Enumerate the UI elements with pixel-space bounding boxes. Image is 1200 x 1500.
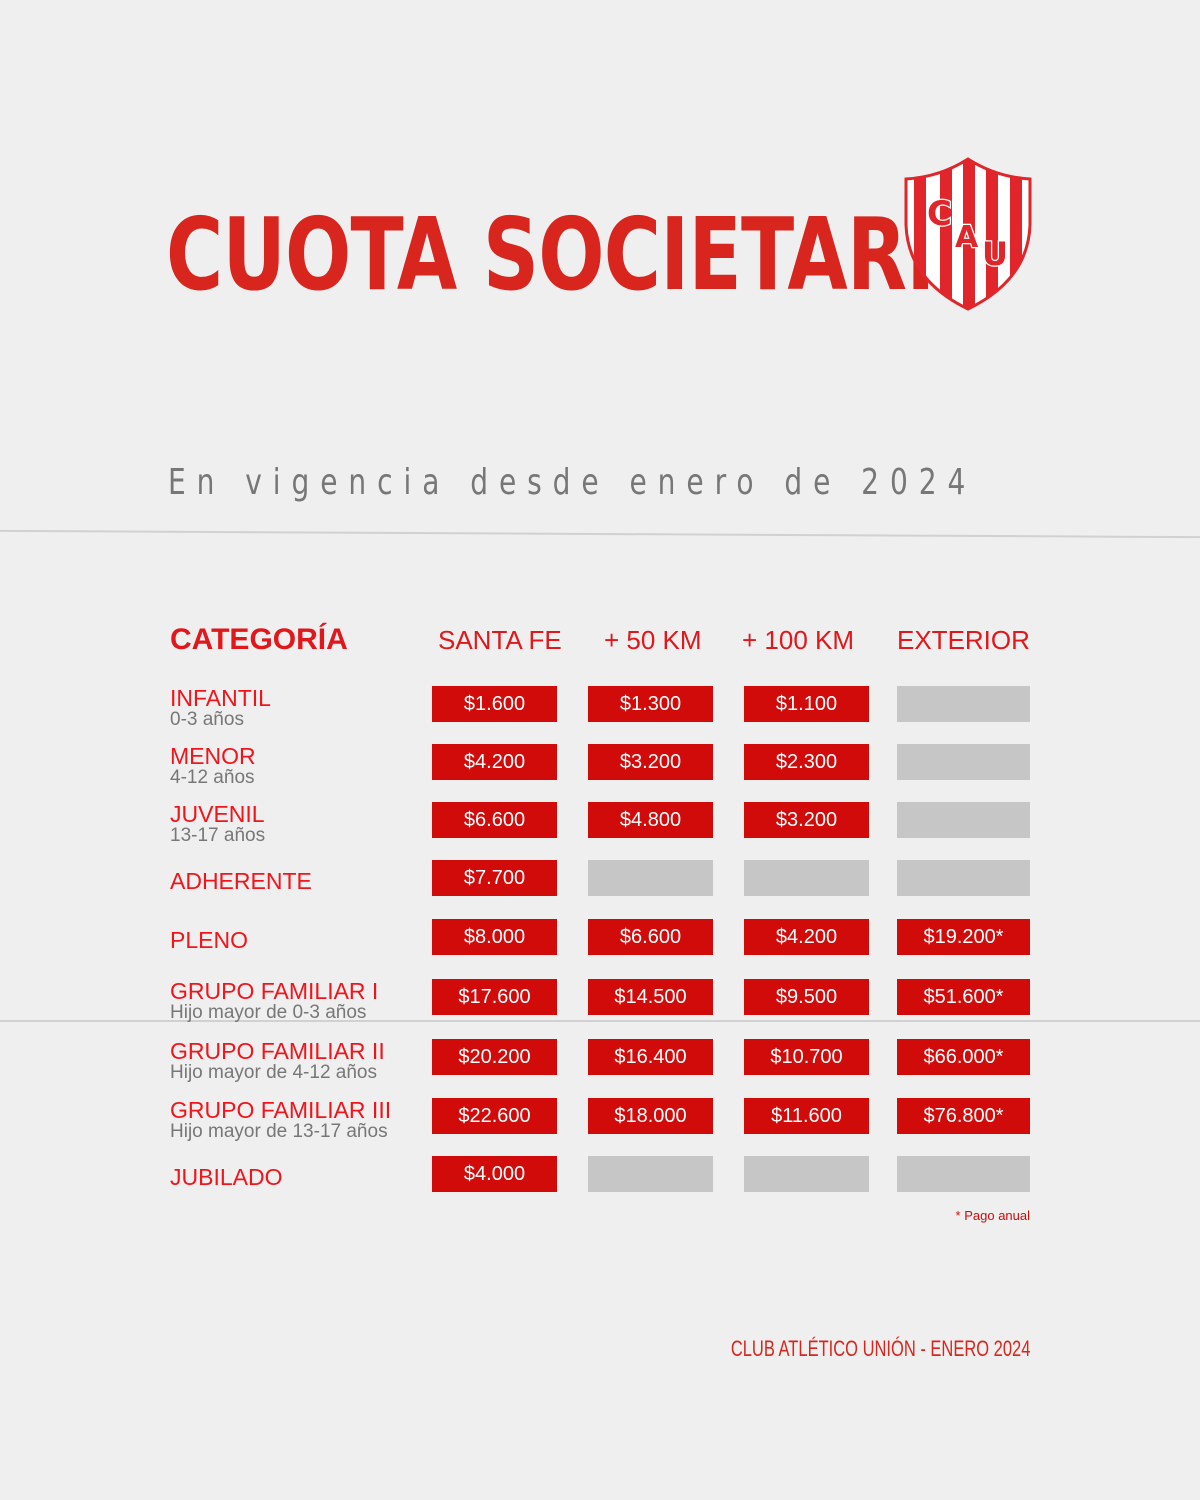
header-category: CATEGORÍA: [170, 623, 348, 656]
category-description: Hijo mayor de 4-12 años: [170, 1062, 377, 1083]
table-row: MENOR 4-12 años $4.200 $3.200 $2.300: [0, 744, 1200, 802]
price-cell: $2.300: [744, 744, 869, 780]
price-cell: $19.200*: [897, 919, 1030, 955]
footer-credit: CLUB ATLÉTICO UNIÓN - ENERO 2024: [730, 1336, 1030, 1361]
price-cell: $10.700: [744, 1039, 869, 1075]
price-cell: $76.800*: [897, 1098, 1030, 1134]
page-title: CUOTA SOCIETARIA: [166, 196, 995, 313]
paper-crease: [0, 529, 1200, 539]
subtitle: En vigencia desde enero de 2024: [168, 462, 977, 503]
svg-text:U: U: [982, 235, 1008, 273]
table-row: JUVENIL 13-17 años $6.600 $4.800 $3.200: [0, 802, 1200, 860]
empty-price-cell: [588, 860, 713, 896]
category-name: PLENO: [170, 927, 248, 953]
header-100km: + 100 KM: [742, 625, 855, 655]
price-cell: $17.600: [432, 979, 557, 1015]
table-row: GRUPO FAMILIAR III Hijo mayor de 13-17 añ…: [0, 1098, 1200, 1156]
price-cell: $3.200: [588, 744, 713, 780]
category-label: GRUPO FAMILIAR III Hijo mayor de 13-17 añ…: [170, 1098, 391, 1142]
category-label: PLENO: [170, 928, 248, 952]
category-name: MENOR: [170, 743, 256, 769]
empty-price-cell: [897, 686, 1030, 722]
table-row: INFANTIL 0-3 años $1.600 $1.300 $1.100: [0, 686, 1200, 744]
price-cell: $51.600*: [897, 979, 1030, 1015]
category-name: ADHERENTE: [170, 868, 312, 894]
category-label: GRUPO FAMILIAR II Hijo mayor de 4-12 años: [170, 1039, 385, 1083]
price-cell: $6.600: [432, 802, 557, 838]
price-cell: $4.200: [744, 919, 869, 955]
header-santa-fe: SANTA FE: [438, 625, 562, 655]
price-cell: $7.700: [432, 860, 557, 896]
price-cell: $3.200: [744, 802, 869, 838]
category-description: 4-12 años: [170, 767, 255, 788]
price-cell: $4.000: [432, 1156, 557, 1192]
empty-price-cell: [744, 860, 869, 896]
category-label: JUVENIL 13-17 años: [170, 802, 265, 846]
price-cell: $1.300: [588, 686, 713, 722]
price-cell: $66.000*: [897, 1039, 1030, 1075]
category-name: GRUPO FAMILIAR I: [170, 978, 379, 1004]
category-label: ADHERENTE: [170, 869, 312, 893]
price-cell: $16.400: [588, 1039, 713, 1075]
empty-price-cell: [897, 802, 1030, 838]
empty-price-cell: [744, 1156, 869, 1192]
price-cell: $4.800: [588, 802, 713, 838]
price-cell: $14.500: [588, 979, 713, 1015]
price-cell: $20.200: [432, 1039, 557, 1075]
table-row: GRUPO FAMILIAR II Hijo mayor de 4-12 años…: [0, 1039, 1200, 1097]
category-description: Hijo mayor de 13-17 años: [170, 1121, 388, 1142]
category-name: GRUPO FAMILIAR II: [170, 1038, 385, 1064]
paper-crease: [0, 1020, 1200, 1022]
empty-price-cell: [897, 744, 1030, 780]
category-name: GRUPO FAMILIAR III: [170, 1097, 392, 1123]
category-name: INFANTIL: [170, 685, 271, 711]
table-row: ADHERENTE $7.700: [0, 860, 1200, 918]
empty-price-cell: [897, 860, 1030, 896]
price-cell: $18.000: [588, 1098, 713, 1134]
price-cell: $1.600: [432, 686, 557, 722]
table-row: GRUPO FAMILIAR I Hijo mayor de 0-3 años $1…: [0, 979, 1200, 1037]
header-exterior: EXTERIOR: [897, 625, 1030, 655]
category-description: Hijo mayor de 0-3 años: [170, 1002, 367, 1023]
price-cell: $8.000: [432, 919, 557, 955]
club-crest-logo: C A U: [904, 157, 1032, 311]
table-row: JUBILADO $4.000: [0, 1156, 1200, 1214]
table-row: PLENO $8.000 $6.600 $4.200 $19.200*: [0, 919, 1200, 977]
price-cell: $4.200: [432, 744, 557, 780]
price-cell: $11.600: [744, 1098, 869, 1134]
price-cell: $6.600: [588, 919, 713, 955]
category-label: GRUPO FAMILIAR I Hijo mayor de 0-3 años: [170, 979, 378, 1023]
category-name: JUBILADO: [170, 1164, 283, 1190]
category-description: 0-3 años: [170, 709, 244, 730]
svg-text:A: A: [955, 220, 979, 255]
category-label: MENOR 4-12 años: [170, 744, 256, 788]
category-description: 13-17 años: [170, 825, 266, 846]
svg-text:C: C: [927, 194, 952, 234]
header-50km: + 50 KM: [604, 625, 702, 655]
price-cell: $22.600: [432, 1098, 557, 1134]
price-cell: $9.500: [744, 979, 869, 1015]
annual-payment-note: * Pago anual: [955, 1208, 1030, 1223]
empty-price-cell: [588, 1156, 713, 1192]
category-name: JUVENIL: [170, 801, 265, 827]
empty-price-cell: [897, 1156, 1030, 1192]
price-cell: $1.100: [744, 686, 869, 722]
category-label: INFANTIL 0-3 años: [170, 686, 271, 730]
category-label: JUBILADO: [170, 1165, 282, 1189]
